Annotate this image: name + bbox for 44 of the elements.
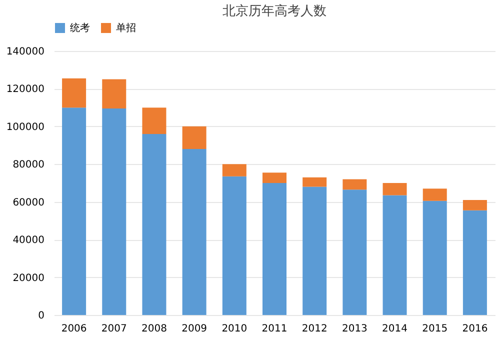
bar (142, 108, 166, 134)
x-tick-label: 2008 (142, 324, 167, 334)
bar (102, 79, 126, 109)
bar (142, 134, 166, 315)
bar (182, 126, 206, 150)
bar (382, 183, 407, 196)
bar (222, 164, 246, 176)
bar (382, 195, 407, 315)
x-tick-label: 2011 (262, 324, 288, 334)
x-tick-label: 2013 (342, 324, 368, 334)
x-tick-label: 2010 (222, 324, 248, 334)
legend-label: 统考 (70, 22, 90, 34)
x-tick-label: 2009 (182, 324, 208, 334)
bar (462, 200, 487, 210)
bar (102, 108, 126, 315)
bar (422, 200, 447, 315)
y-tick-label: 120000 (6, 84, 44, 96)
bar (302, 186, 327, 315)
bar (262, 172, 286, 183)
y-tick-label: 20000 (12, 272, 44, 284)
bar (302, 177, 327, 187)
legend-label: 单招 (116, 22, 136, 34)
bar (62, 108, 86, 315)
bar (182, 149, 206, 315)
y-tick-label: 0 (38, 310, 44, 322)
bar (422, 188, 447, 201)
x-tick-label: 2012 (302, 324, 328, 334)
x-tick-label: 2007 (101, 324, 127, 334)
bar (62, 78, 86, 108)
y-tick-label: 60000 (12, 197, 44, 208)
bar (262, 183, 286, 315)
x-tick-label: 2014 (382, 324, 408, 334)
x-tick-label: 2016 (462, 324, 488, 334)
y-tick-label: 80000 (12, 160, 44, 171)
y-tick-label: 100000 (6, 122, 44, 133)
x-tick-label: 2015 (422, 324, 448, 334)
x-tick-label: 2006 (61, 324, 87, 334)
y-tick-label: 40000 (12, 235, 44, 246)
chart-title: 北京历年高考人数 (222, 3, 326, 19)
bar (342, 190, 367, 315)
bar (342, 179, 367, 190)
y-tick-label: 140000 (6, 46, 44, 58)
bar (462, 210, 487, 315)
bar (222, 176, 246, 315)
